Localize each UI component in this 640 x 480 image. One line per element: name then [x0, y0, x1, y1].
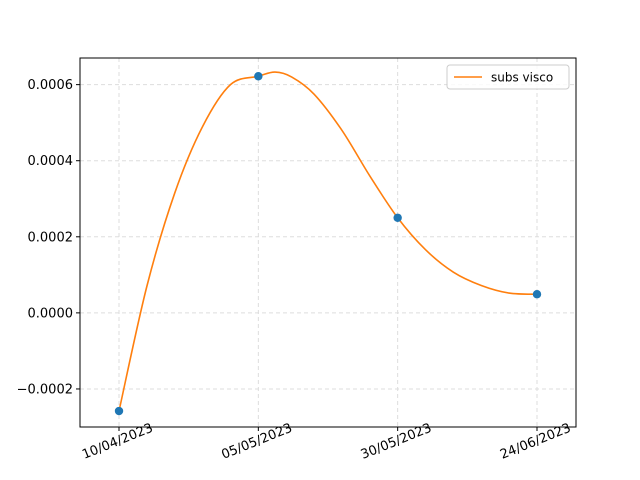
y-tick-label: 0.0000	[28, 306, 74, 321]
legend: subs visco	[446, 64, 570, 90]
legend-box	[446, 64, 570, 90]
series-line-subs-visco	[118, 71, 538, 412]
y-tick-label: 0.0004	[28, 154, 74, 169]
scatter-point	[532, 290, 542, 299]
scatter-point	[114, 406, 124, 416]
scatter-point	[393, 213, 402, 222]
y-tick-label: 0.0006	[28, 78, 74, 93]
scatter-point	[254, 72, 263, 81]
plot-area	[80, 58, 576, 427]
legend-label: subs visco	[491, 71, 553, 85]
y-tick-label: −0.0002	[17, 382, 73, 397]
series-layer	[118, 71, 538, 412]
plot-frame	[79, 57, 577, 428]
scatter-layer	[114, 72, 542, 416]
y-tick-label: 0.0002	[28, 230, 74, 245]
